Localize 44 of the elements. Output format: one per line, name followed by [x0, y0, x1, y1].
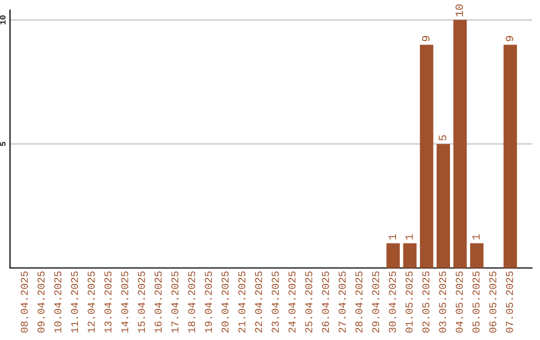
x-tick-label: 01.05.2025: [406, 271, 413, 333]
bar: [504, 44, 517, 268]
data-label: 1: [388, 234, 396, 240]
x-tick-label: 17.04.2025: [171, 271, 178, 333]
x-tick-label: 20.04.2025: [222, 271, 229, 333]
x-tick-label: 08.04.2025: [20, 271, 28, 333]
bar: [403, 243, 417, 268]
x-tick-label: 22.04.2025: [255, 271, 262, 333]
x-tick-label: 25.04.2025: [305, 271, 312, 333]
x-tick-label: 06.05.2025: [489, 271, 496, 333]
x-tick-label: 26.04.2025: [322, 271, 330, 333]
data-label: 10: [456, 4, 464, 16]
data-label: 9: [422, 36, 430, 42]
bar: [453, 20, 467, 268]
bar: [386, 243, 400, 268]
bar: [436, 144, 450, 268]
data-label: 5: [438, 135, 446, 140]
x-tick-label: 27.04.2025: [338, 271, 346, 333]
bar: [420, 44, 434, 268]
bar: [470, 243, 484, 268]
data-label: 9: [506, 36, 514, 42]
x-tick-label: 28.04.2025: [355, 271, 362, 333]
data-label: 1: [472, 234, 480, 240]
x-tick-label: 30.04.2025: [388, 271, 396, 333]
x-tick-label: 09.04.2025: [38, 271, 45, 333]
x-tick-label: 11.04.2025: [70, 271, 78, 333]
x-tick-label: 15.04.2025: [138, 271, 145, 333]
x-tick-label: 18.04.2025: [188, 271, 196, 333]
x-tick-label: 03.05.2025: [439, 271, 446, 333]
x-tick-label: 21.04.2025: [238, 271, 246, 333]
x-tick-label: 19.04.2025: [204, 271, 212, 333]
x-tick-label: 13.04.2025: [104, 271, 112, 333]
x-tick-label: 23.04.2025: [272, 271, 279, 333]
data-label: 1: [405, 234, 413, 240]
x-tick-label: 07.05.2025: [506, 271, 514, 333]
x-tick-label: 10.04.2025: [54, 271, 62, 333]
x-tick-label: 12.04.2025: [88, 271, 95, 333]
x-tick-label: 29.04.2025: [372, 271, 380, 333]
x-tick-label: 14.04.2025: [121, 271, 128, 333]
x-tick-label: 05.05.2025: [472, 271, 480, 333]
x-tick-label: 24.04.2025: [288, 271, 296, 333]
x-tick-label: 16.04.2025: [154, 271, 162, 333]
x-tick-label: 02.05.2025: [422, 271, 430, 333]
x-tick-label: 04.05.2025: [456, 271, 463, 333]
